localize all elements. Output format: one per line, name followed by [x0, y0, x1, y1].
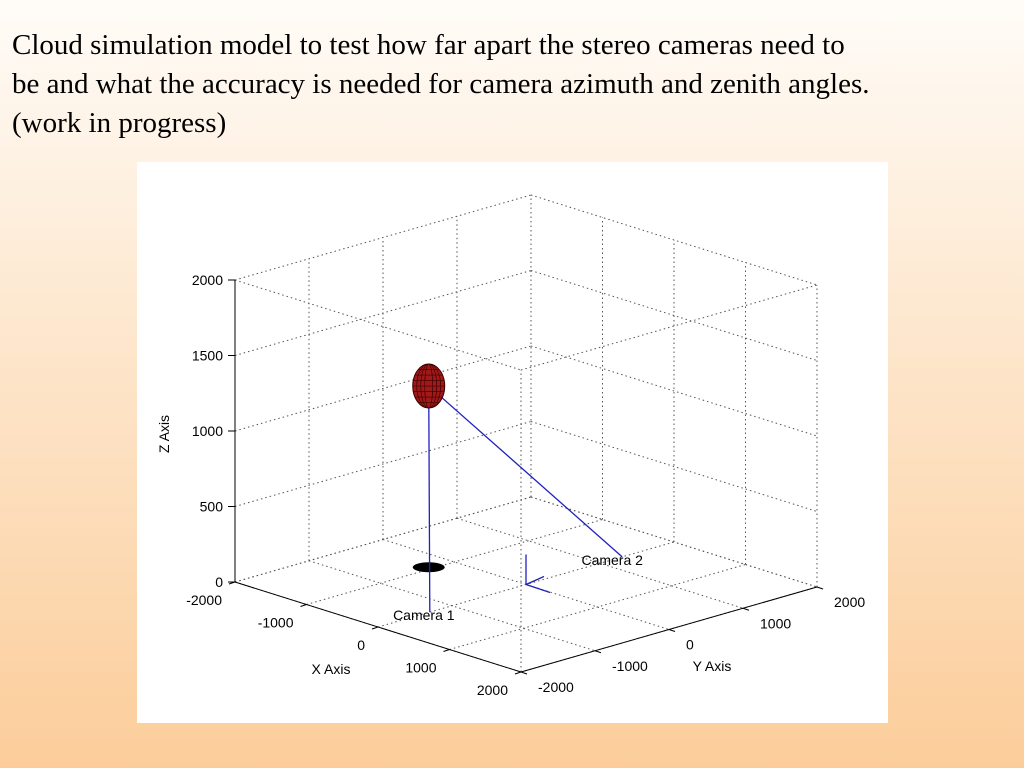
z-tick-label: 1000 [192, 423, 223, 439]
y-tick-label: 0 [686, 637, 694, 653]
y-tick-label: -1000 [612, 658, 648, 674]
side-wall-gridline [530, 345, 818, 437]
box-edge [234, 279, 522, 371]
y-tick-mark [668, 629, 676, 632]
y-tick-mark [594, 650, 602, 654]
camera-2-sight-line [428, 385, 623, 558]
x-tick-mark [371, 626, 379, 630]
camera-1-sight-line [428, 386, 431, 613]
y-tick-mark [816, 586, 824, 590]
title-line-2: be and what the accuracy is needed for c… [12, 68, 870, 100]
y-tick-label: 1000 [760, 615, 791, 631]
side-wall-gridline [530, 270, 818, 361]
title-line-3: (work in progress) [12, 107, 227, 139]
x-tick-mark [514, 671, 522, 675]
origin-frame-x [525, 583, 551, 594]
box-edge [520, 284, 818, 371]
slide-title: Cloud simulation model to test how far a… [12, 26, 1020, 143]
y-axis-label: Y Axis [693, 658, 732, 674]
x-tick-label: 2000 [477, 682, 508, 698]
text-layer: 0 500 1000 1500 2000 -2000 -1000 0 1000 2000 -2000… [156, 272, 865, 698]
floor-gridline [308, 560, 596, 652]
floor-gridline [449, 564, 746, 650]
cloud-shadow [412, 562, 445, 573]
x-tick-label: 1000 [405, 660, 436, 676]
y-tick-label: -2000 [538, 679, 574, 695]
x-tick-mark [443, 649, 450, 652]
z-tick-label: 500 [200, 499, 224, 515]
plot-3d: 0 500 1000 1500 2000 -2000 -1000 0 1000 2000 -2000… [156, 194, 865, 698]
origin-frame-y [525, 575, 545, 586]
x-tick-mark [228, 581, 236, 585]
z-tick-label: 2000 [192, 272, 223, 288]
cloud-mesh-meridian [416, 363, 441, 409]
side-wall-gridline [530, 496, 818, 588]
figure-panel: 0 500 1000 1500 2000 -2000 -1000 0 1000 2000 -2000… [137, 162, 888, 723]
camera-1-label: Camera 1 [393, 607, 455, 623]
back-wall-gridline [234, 345, 532, 432]
x-tick-mark [300, 604, 307, 607]
side-wall-gridline [530, 194, 818, 286]
floor-gridline [456, 517, 744, 609]
mark-layer [412, 363, 623, 613]
back-wall-gridline [234, 421, 532, 507]
grid-layer [234, 194, 818, 673]
title-line-1: Cloud simulation model to test how far a… [12, 29, 845, 61]
side-wall-gridline [530, 421, 818, 512]
x-axis-label: X Axis [312, 661, 351, 677]
back-wall-gridline [234, 496, 532, 583]
y-tick-label: 2000 [834, 594, 865, 610]
back-wall-gridline [234, 194, 532, 281]
camera-2-label: Camera 2 [581, 552, 643, 568]
back-wall-gridline [234, 270, 532, 356]
floor-gridline [306, 519, 603, 605]
x-tick-label: 0 [357, 637, 365, 653]
z-tick-label: 0 [215, 574, 223, 590]
x-tick-label: -2000 [186, 592, 222, 608]
z-axis-label: Z Axis [156, 415, 172, 453]
y-tick-mark [520, 671, 528, 675]
z-tick-label: 1500 [192, 348, 223, 364]
axis-layer [228, 279, 824, 675]
x-tick-label: -1000 [258, 615, 294, 631]
y-tick-mark [742, 607, 750, 611]
